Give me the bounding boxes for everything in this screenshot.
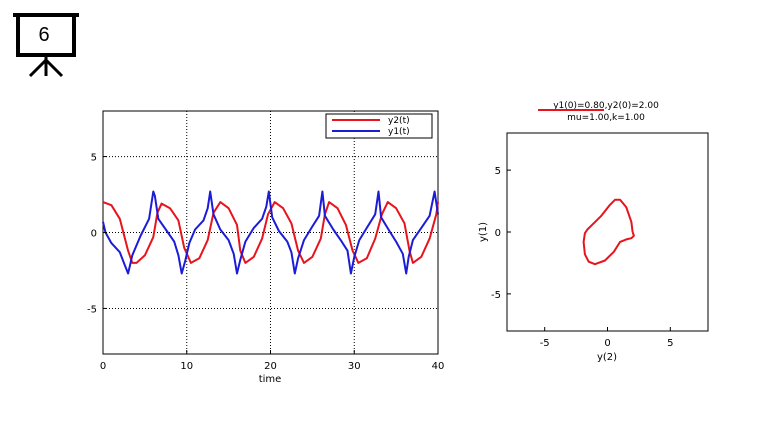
y-tick-label: 5 xyxy=(495,166,501,177)
timeseries-grid xyxy=(103,111,438,354)
x-tick-label: 0 xyxy=(100,361,106,372)
phase-plot-frame xyxy=(506,132,709,332)
phase-chart: y1(0)=0.80,y2(0)=2.00 mu=1.00,k=1.00 -5 0… xyxy=(478,101,709,363)
phase-xlabel: y(2) xyxy=(597,352,617,363)
x-tick-label: 30 xyxy=(348,361,361,372)
y-tick-label: 5 xyxy=(91,153,97,164)
y-tick-label: -5 xyxy=(491,290,501,301)
y-tick-label: -5 xyxy=(87,304,97,315)
x-tick-label: 40 xyxy=(432,361,445,372)
phase-title-line2: mu=1.00,k=1.00 xyxy=(567,113,645,123)
phase-ticks: -5 0 5 5 0 -5 xyxy=(491,166,673,349)
x-tick-label: -5 xyxy=(540,338,550,349)
phase-lines xyxy=(582,198,635,266)
timeseries-legend: y2(t) y1(t) xyxy=(325,113,433,139)
timeseries-lines xyxy=(102,190,439,275)
phase-trajectory xyxy=(582,198,635,266)
x-tick-label: 10 xyxy=(180,361,193,372)
y-tick-label: 0 xyxy=(495,228,501,239)
x-tick-label: 20 xyxy=(264,361,277,372)
timeseries-xlabel: time xyxy=(259,374,282,385)
phase-title-line1: y1(0)=0.80,y2(0)=2.00 xyxy=(553,101,659,111)
x-tick-label: 5 xyxy=(667,338,673,349)
y-tick-label: 0 xyxy=(91,229,97,240)
slide-number: 6 xyxy=(38,24,50,46)
legend-label-y2: y2(t) xyxy=(388,116,410,126)
presentation-easel-icon xyxy=(13,13,79,78)
phase-ylabel: y(1) xyxy=(478,222,489,242)
legend-label-y1: y1(t) xyxy=(388,127,410,137)
x-tick-label: 0 xyxy=(604,338,610,349)
series-line-y1t xyxy=(102,190,439,275)
